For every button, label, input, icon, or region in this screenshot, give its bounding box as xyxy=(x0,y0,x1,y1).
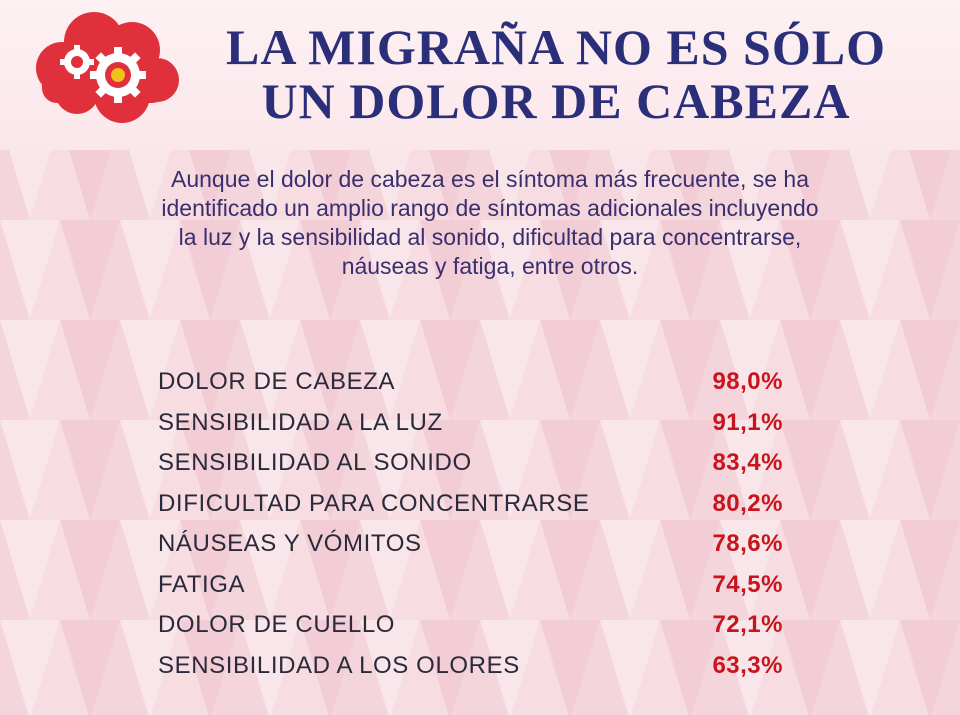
symptom-percent: 72,1% xyxy=(712,611,783,639)
symptom-percent: 98,0% xyxy=(712,368,783,396)
symptom-row: NÁUSEAS Y VÓMITOS 78,6% xyxy=(158,524,798,565)
symptom-percent: 83,4% xyxy=(712,449,783,477)
symptom-row: DOLOR DE CABEZA 98,0% xyxy=(158,362,798,403)
large-gear-icon xyxy=(90,47,146,103)
intro-paragraph: Aunque el dolor de cabeza es el síntoma … xyxy=(40,165,940,281)
symptom-row: FATIGA 74,5% xyxy=(158,565,798,606)
symptom-name: NÁUSEAS Y VÓMITOS xyxy=(158,530,422,558)
intro-line-3: la luz y la sensibilidad al sonido, difi… xyxy=(178,224,802,250)
symptom-name: SENSIBILIDAD A LA LUZ xyxy=(158,408,443,436)
symptom-row: SENSIBILIDAD A LA LUZ 91,1% xyxy=(158,403,798,444)
intro-line-4: náuseas y fatiga, entre otros. xyxy=(341,253,639,279)
symptom-name: SENSIBILIDAD AL SONIDO xyxy=(158,449,472,477)
intro-line-2: identificado un amplio rango de síntomas… xyxy=(161,195,819,221)
symptom-row: DOLOR DE CUELLO 72,1% xyxy=(158,605,798,646)
symptom-name: DOLOR DE CABEZA xyxy=(158,368,396,396)
symptom-percent: 63,3% xyxy=(712,651,783,679)
cloud-gears-icon xyxy=(36,12,179,123)
title-line-1: LA MIGRAÑA NO ES SÓLO xyxy=(225,19,886,75)
symptom-name: DIFICULTAD PARA CONCENTRARSE xyxy=(158,489,590,517)
intro-line-1: Aunque el dolor de cabeza es el síntoma … xyxy=(170,166,809,192)
symptom-name: FATIGA xyxy=(158,570,246,598)
symptom-percent: 91,1% xyxy=(712,408,783,436)
symptom-row: DIFICULTAD PARA CONCENTRARSE 80,2% xyxy=(158,484,798,525)
symptom-percent: 80,2% xyxy=(712,489,783,517)
title-line-2: UN DOLOR DE CABEZA xyxy=(261,73,851,129)
symptom-list: DOLOR DE CABEZA 98,0% SENSIBILIDAD A LA … xyxy=(158,362,798,686)
symptom-row: SENSIBILIDAD A LOS OLORES 63,3% xyxy=(158,646,798,687)
symptom-percent: 78,6% xyxy=(712,530,783,558)
page-title: LA MIGRAÑA NO ES SÓLO UN DOLOR DE CABEZA xyxy=(186,20,926,128)
symptom-name: DOLOR DE CUELLO xyxy=(158,611,396,639)
symptom-percent: 74,5% xyxy=(712,570,783,598)
symptom-row: SENSIBILIDAD AL SONIDO 83,4% xyxy=(158,443,798,484)
small-gear-icon xyxy=(60,45,94,79)
symptom-name: SENSIBILIDAD A LOS OLORES xyxy=(158,651,520,679)
